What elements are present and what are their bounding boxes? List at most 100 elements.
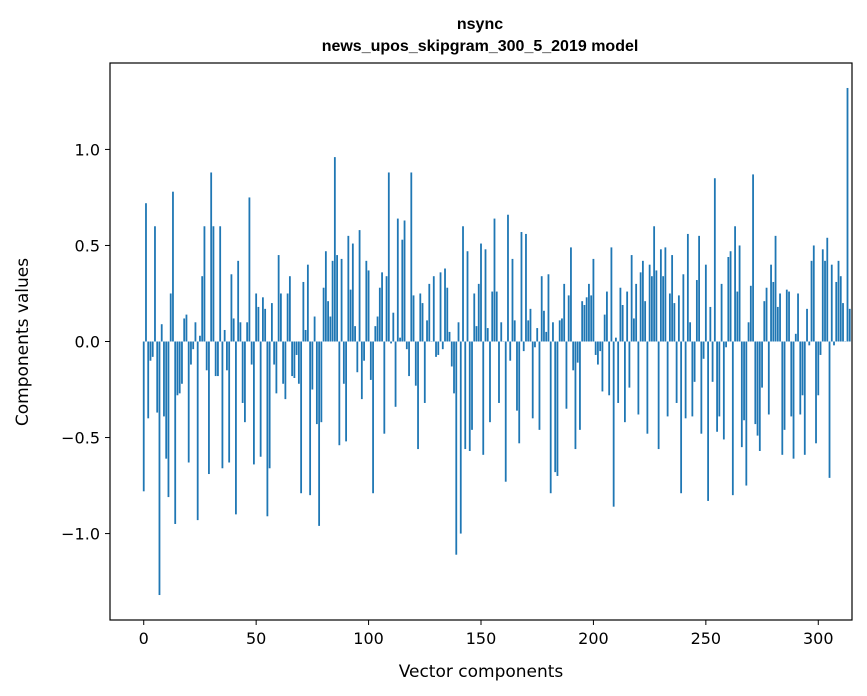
bar-159 <box>500 322 503 342</box>
bar-280 <box>772 281 775 342</box>
bar-178 <box>543 310 545 342</box>
x-tick-label-300: 300 <box>803 629 834 648</box>
bar-66 <box>291 341 294 377</box>
bar-77 <box>315 341 318 425</box>
bar-3 <box>149 341 152 361</box>
bar-202 <box>597 341 599 365</box>
bar-15 <box>176 341 179 396</box>
bar-123 <box>419 293 422 342</box>
bar-143 <box>464 341 467 450</box>
bar-311 <box>842 303 844 342</box>
bar-232 <box>664 247 667 342</box>
bar-169 <box>522 341 525 352</box>
bar-34 <box>219 226 222 342</box>
bar-206 <box>606 291 608 342</box>
bar-124 <box>421 303 424 342</box>
bar-223 <box>644 301 647 342</box>
bar-130 <box>435 341 437 357</box>
bar-156 <box>493 218 496 342</box>
bar-190 <box>570 247 572 342</box>
bar-33 <box>217 341 219 377</box>
bar-5 <box>154 226 156 342</box>
bar-61 <box>279 293 282 342</box>
bar-208 <box>610 247 613 342</box>
bar-98 <box>363 341 365 361</box>
bar-195 <box>581 301 584 342</box>
bar-201 <box>594 341 597 355</box>
bar-146 <box>471 341 473 430</box>
bar-145 <box>468 341 471 451</box>
bar-92 <box>349 289 352 342</box>
y-axis: −1.0 −0.5 0.0 0.5 1.0 <box>61 140 110 544</box>
bar-308 <box>835 281 838 342</box>
bar-253 <box>711 341 714 382</box>
bar-248 <box>700 341 703 434</box>
bar-74 <box>309 341 312 496</box>
bar-282 <box>776 306 779 342</box>
bar-60 <box>277 255 280 342</box>
bar-209 <box>612 341 615 507</box>
bar-259 <box>725 341 727 348</box>
bar-62 <box>282 341 285 384</box>
bar-302 <box>821 249 824 342</box>
bar-29 <box>208 341 210 475</box>
bar-214 <box>624 341 626 423</box>
bar-86 <box>336 255 338 342</box>
bar-83 <box>329 316 332 342</box>
bar-94 <box>354 326 356 342</box>
bar-250 <box>704 264 707 342</box>
bar-7 <box>158 341 161 596</box>
bar-153 <box>486 328 489 342</box>
bar-108 <box>385 276 388 342</box>
x-tick-label-150: 150 <box>466 629 497 648</box>
bar-220 <box>637 341 640 415</box>
bar-37 <box>226 341 228 371</box>
bar-216 <box>628 341 631 388</box>
bar-158 <box>498 341 500 403</box>
bar-303 <box>824 260 826 342</box>
bar-106 <box>381 272 383 342</box>
bar-119 <box>410 172 413 342</box>
bar-172 <box>529 308 532 342</box>
bar-221 <box>639 272 642 342</box>
bar-70 <box>300 341 303 494</box>
bar-80 <box>322 287 325 342</box>
bar-21 <box>190 341 192 365</box>
x-axis-label: Vector components <box>399 662 564 682</box>
bar-261 <box>729 251 732 342</box>
bar-270 <box>749 285 752 342</box>
bar-229 <box>657 341 660 450</box>
bar-269 <box>747 322 750 342</box>
bar-140 <box>457 322 460 342</box>
bar-171 <box>527 320 530 342</box>
bar-81 <box>324 251 327 342</box>
bar-56 <box>268 341 271 469</box>
bar-235 <box>671 255 674 342</box>
bar-137 <box>450 341 453 367</box>
bar-85 <box>333 157 336 342</box>
bar-203 <box>599 341 602 352</box>
bar-246 <box>695 280 698 342</box>
bar-225 <box>648 264 651 342</box>
bar-139 <box>455 341 458 555</box>
bar-268 <box>745 341 748 486</box>
bar-144 <box>466 251 469 342</box>
bar-285 <box>783 341 786 430</box>
bar-196 <box>583 305 586 342</box>
bar-1 <box>145 203 147 342</box>
bar-256 <box>718 341 721 417</box>
bar-295 <box>806 308 808 342</box>
bar-163 <box>509 341 512 361</box>
bar-69 <box>297 341 300 384</box>
bar-132 <box>439 272 442 342</box>
bar-127 <box>428 283 431 342</box>
x-tick-label-0: 0 <box>139 629 149 648</box>
x-axis: 0 50 100 150 200 250 300 <box>139 620 834 648</box>
bar-102 <box>372 341 374 494</box>
bar-152 <box>484 249 487 342</box>
bar-148 <box>475 326 478 342</box>
bar-307 <box>833 341 835 346</box>
bar-207 <box>608 341 611 396</box>
bar-293 <box>801 341 804 396</box>
